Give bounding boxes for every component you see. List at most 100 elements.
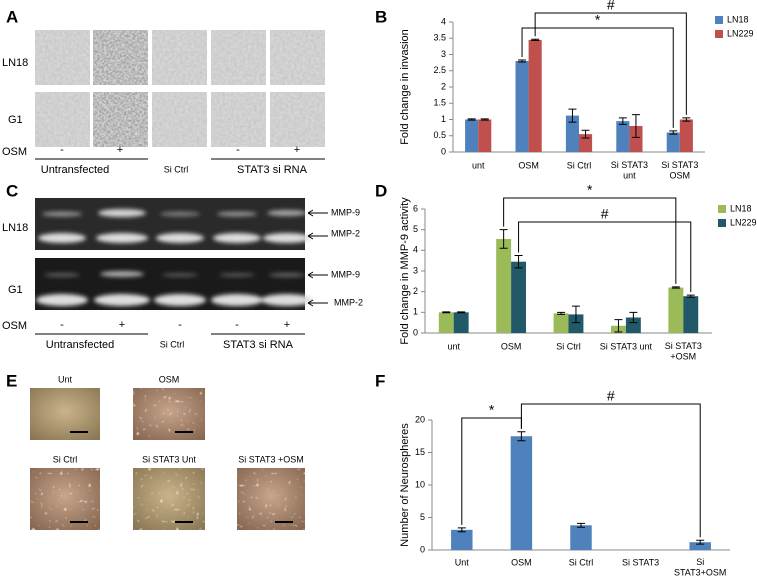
y-tick-label: 0 [441,146,446,156]
y-tick-label: 5 [413,224,418,234]
legend-swatch [715,30,723,38]
error-bar [568,108,577,123]
y-tick-label: 0 [420,544,425,554]
bar [478,119,492,152]
bar [565,115,579,152]
error-bar [631,114,640,138]
y-tick-label: 5 [420,512,425,522]
y-tick-label: 1 [441,114,446,124]
bar [629,126,643,152]
row-label: LN18 [2,222,28,234]
band-label: MMP-2 [331,228,360,238]
legend-swatch [718,205,726,213]
gel [35,198,313,310]
error-bar [442,311,451,314]
osm-sign: - [236,144,240,156]
panel-label: F [375,371,385,390]
bar [515,61,529,152]
y-axis-title: Fold change in MMP-9 activity [399,197,411,345]
sphere-texture [237,468,305,530]
band-label: MMP-9 [331,269,360,279]
osm-label: OSM [2,320,27,332]
panel-label: A [6,7,18,26]
band-arrows [307,209,328,307]
group-label: Untransfected [41,164,109,176]
bar [453,312,469,333]
y-tick-label: 2 [441,81,446,91]
bar [451,529,473,550]
caption: Si STAT3 +OSM [238,454,303,464]
bar [465,119,479,152]
group-label: Si Ctrl [160,339,185,349]
bar [438,312,454,333]
band-label: MMP-2 [334,297,363,307]
caption: OSM [159,374,180,384]
y-tick-label: 1.5 [433,98,446,108]
error-bar [669,130,678,135]
bar [553,313,569,333]
row-label: G1 [8,284,23,296]
sphere-texture [30,468,100,530]
osm-sign: + [284,319,290,331]
significance-label: # [601,206,609,222]
micrograph-grid [30,388,305,530]
bar [616,121,630,152]
x-tick-label: OSM [501,341,522,351]
significance-bracket [534,12,687,115]
y-tick-label: 10 [415,479,425,489]
significance-bracket [520,403,701,538]
error-bar [557,311,566,315]
row-label: G1 [8,114,23,126]
bar [579,134,593,152]
significance-label: # [607,388,615,404]
significance-label: * [587,182,593,198]
charts: B Fold change in invasion 0 0.5 1 1.5 2 2.5 3 3.5… [375,0,757,578]
x-tick-label: Si Ctrl [567,160,592,170]
x-tick-label: Si STAT3 OSM [661,160,698,180]
panel-label: D [375,181,387,200]
significance-bracket [521,27,674,128]
error-bar [614,319,623,333]
sphere-texture [133,468,205,530]
legend-label: LN18 [730,203,752,213]
micrograph-texture [35,30,90,85]
bar [570,525,592,550]
bar [510,436,533,550]
micrograph-grid [35,30,325,147]
y-tick-label: 4 [413,245,418,255]
osm-sign: + [117,144,123,156]
panel-label: E [6,371,17,390]
micrograph-texture [93,92,148,147]
panel-label: B [375,7,387,26]
caption: Si STAT3 Unt [142,454,196,464]
group-label: Untransfected [46,339,114,351]
osm-sign: - [178,319,182,331]
y-tick-label: 2 [413,286,418,296]
error-bar [671,286,680,289]
error-bar [518,59,527,63]
x-tick-label: unt [447,341,460,351]
legend-swatch [715,16,723,24]
micrograph-texture [270,30,325,85]
error-bar [531,38,540,42]
micrograph-texture [93,30,148,85]
error-bar [629,311,638,324]
x-tick-label: Si STAT3 unt [600,341,653,351]
error-bar [571,305,580,324]
bar [683,296,699,333]
bar [679,119,693,152]
x-tick-label: Si STAT3 unt [611,160,648,180]
x-tick-label: Si STAT3+OSM [674,557,726,577]
micrograph-texture [152,92,207,147]
y-tick-label: 4 [441,16,446,26]
error-bar [480,118,489,121]
significance-bracket [503,197,677,284]
error-bar [682,117,691,122]
bar [689,542,711,550]
legend-label: LN229 [727,28,754,38]
caption: Unt [58,374,73,384]
caption: Si Ctrl [53,454,78,464]
osm-sign: + [294,144,300,156]
y-tick-label: 15 [415,447,425,457]
